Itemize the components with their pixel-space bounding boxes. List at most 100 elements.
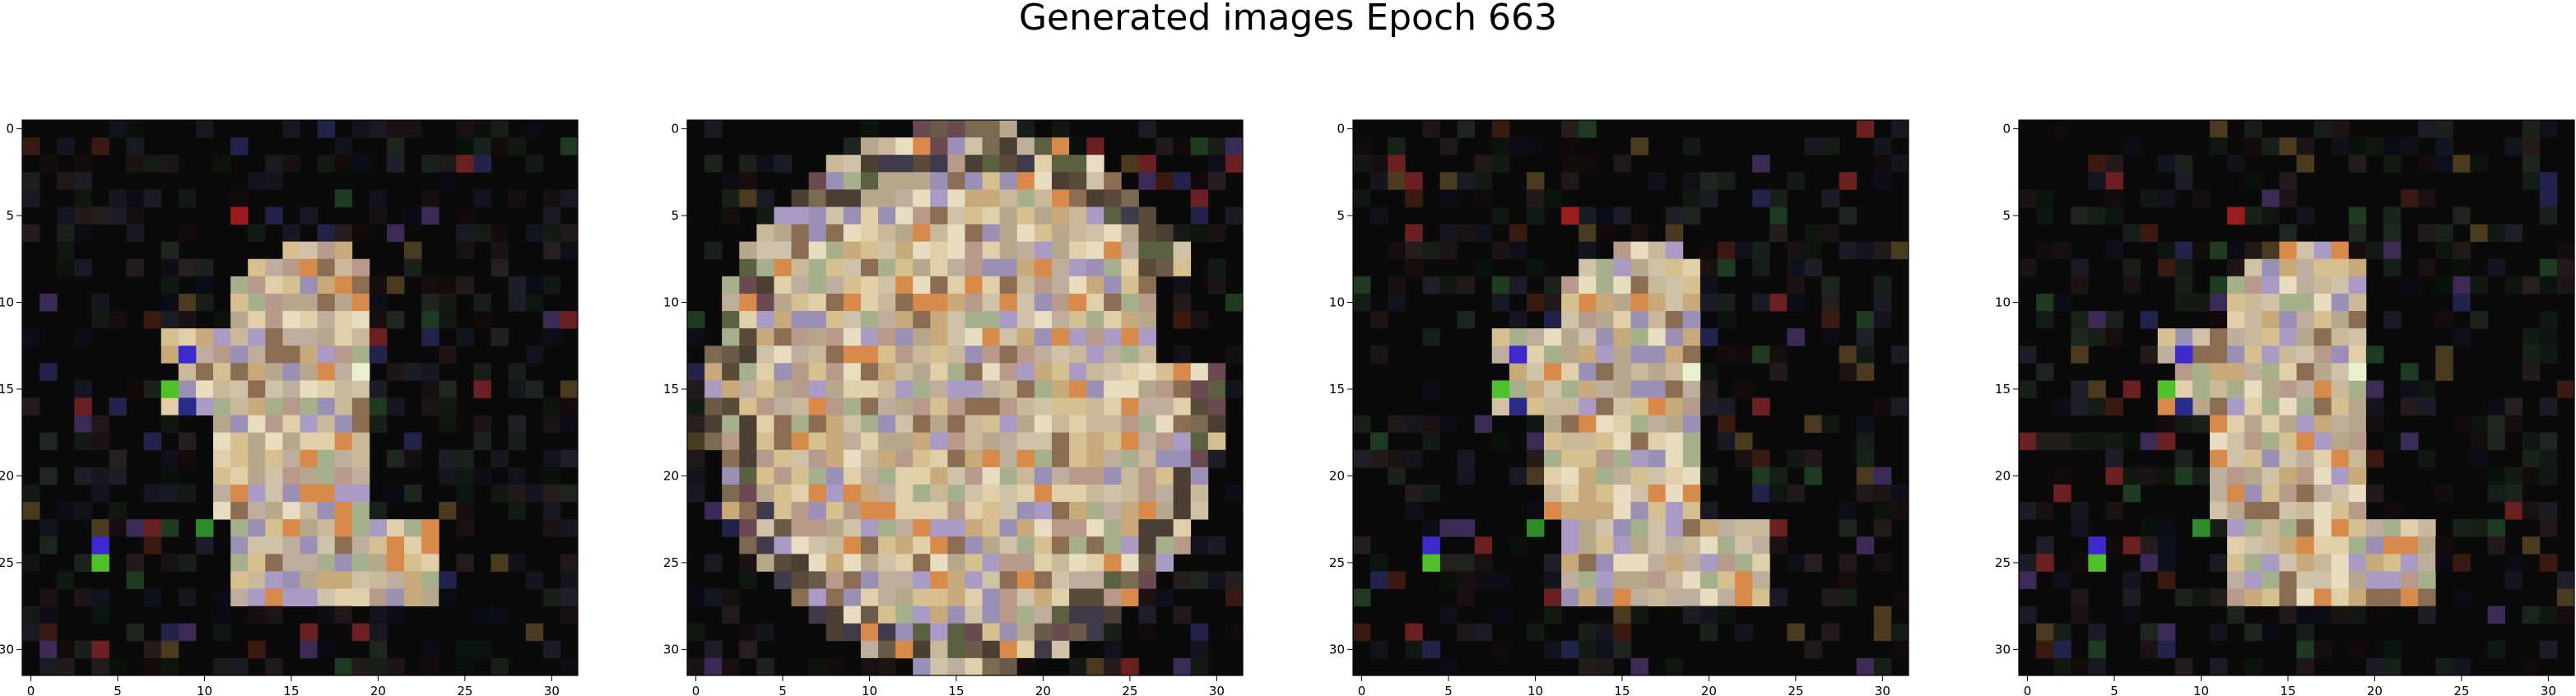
pixel <box>1104 449 1122 468</box>
pixel <box>1717 172 1736 190</box>
pixel <box>491 120 509 138</box>
pixel <box>791 397 810 415</box>
pixel <box>1069 224 1087 243</box>
pixel <box>2157 536 2176 554</box>
pixel <box>213 502 231 520</box>
pixel <box>439 293 457 312</box>
pixel <box>1069 206 1087 225</box>
pixel <box>1613 311 1631 329</box>
pixel <box>525 484 544 503</box>
pixel <box>421 189 439 207</box>
pixel <box>1051 155 1070 173</box>
pixel <box>947 380 965 398</box>
pixel <box>195 258 214 277</box>
pixel <box>1682 293 1701 312</box>
pixel <box>1890 502 1909 520</box>
pixel <box>930 397 948 415</box>
pixel <box>860 432 879 451</box>
pixel <box>160 466 179 485</box>
pixel <box>91 466 109 485</box>
pixel <box>722 432 740 451</box>
pixel <box>1491 380 1510 398</box>
x-tick-label: 25 <box>1122 684 1137 696</box>
pixel <box>542 224 561 243</box>
pixel <box>947 189 965 207</box>
pixel <box>1561 432 1579 451</box>
pixel <box>1104 293 1122 312</box>
pixel <box>369 640 388 659</box>
pixel <box>1457 588 1476 607</box>
pixel <box>473 155 491 173</box>
pixel <box>421 571 439 589</box>
pixel <box>756 449 774 468</box>
pixel <box>300 328 318 346</box>
pixel <box>2539 276 2558 295</box>
pixel <box>1856 346 1875 364</box>
pixel <box>560 311 579 329</box>
pixel <box>1138 224 1156 243</box>
pixel <box>2210 415 2228 434</box>
pixel <box>1665 380 1684 398</box>
pixel <box>317 536 336 554</box>
pixel <box>508 276 527 295</box>
pixel <box>404 588 422 607</box>
pixel <box>282 241 300 260</box>
pixel <box>1173 172 1192 190</box>
pixel <box>2157 380 2176 398</box>
pixel <box>2244 241 2262 260</box>
pixel <box>1225 346 1244 364</box>
pixel <box>2296 657 2314 676</box>
pixel <box>860 380 879 398</box>
pixel <box>843 519 862 537</box>
pixel <box>1207 172 1226 190</box>
pixel <box>2192 241 2211 260</box>
pixel <box>300 432 318 451</box>
pixel <box>1173 536 1192 554</box>
pixel <box>1207 224 1226 243</box>
pixel <box>2296 484 2314 503</box>
pixel <box>1104 172 1122 190</box>
pixel <box>1086 466 1104 485</box>
pixel <box>1173 484 1192 503</box>
pixel <box>230 502 249 520</box>
pixel <box>1051 623 1070 642</box>
pixel <box>1104 502 1122 520</box>
pixel <box>1069 502 1087 520</box>
pixel <box>2470 449 2488 468</box>
pixel <box>1138 571 1156 589</box>
pixel <box>1613 606 1631 624</box>
pixel <box>930 519 948 537</box>
pixel <box>300 623 318 642</box>
pixel <box>1104 588 1122 607</box>
pixel <box>2210 363 2228 381</box>
pixel <box>1086 606 1104 624</box>
pixel <box>1190 189 1209 207</box>
pixel <box>213 432 231 451</box>
pixel <box>1422 640 1440 659</box>
pixel <box>40 606 58 624</box>
pixel <box>1405 623 1423 642</box>
pixel <box>895 155 914 173</box>
pixel <box>1405 502 1423 520</box>
pixel <box>1752 519 1770 537</box>
pixel <box>704 554 723 572</box>
pixel <box>722 502 740 520</box>
pixel <box>317 502 336 520</box>
pixel <box>1579 571 1597 589</box>
pixel <box>2365 536 2384 554</box>
pixel <box>722 189 740 207</box>
pixel <box>74 502 92 520</box>
pixel <box>1086 363 1104 381</box>
pixel <box>2140 623 2159 642</box>
pixel <box>756 241 774 260</box>
pixel <box>999 397 1018 415</box>
pixel <box>248 571 266 589</box>
pixel <box>2071 206 2089 225</box>
pixel <box>1034 363 1053 381</box>
pixel <box>756 554 774 572</box>
pixel <box>1682 536 1701 554</box>
pixel <box>195 519 214 537</box>
pixel <box>213 466 231 485</box>
pixel <box>1051 397 1070 415</box>
pixel <box>525 155 544 173</box>
